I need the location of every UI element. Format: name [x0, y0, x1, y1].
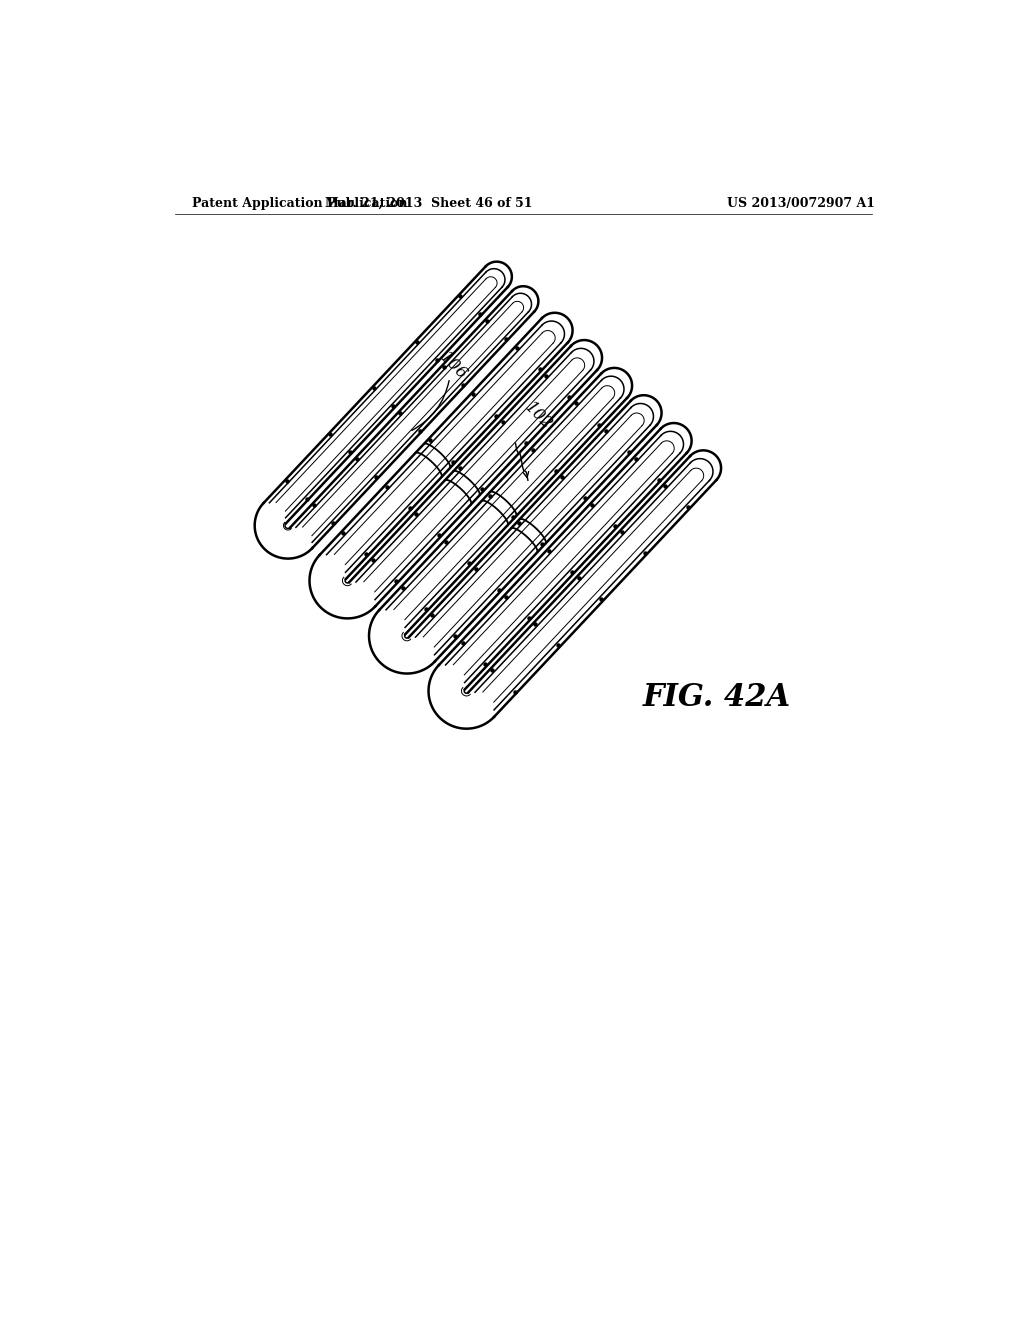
Text: 106: 106	[436, 348, 471, 384]
Text: 102: 102	[521, 399, 556, 434]
Text: Patent Application Publication: Patent Application Publication	[191, 197, 408, 210]
Text: FIG. 42A: FIG. 42A	[643, 682, 792, 713]
Text: US 2013/0072907 A1: US 2013/0072907 A1	[727, 197, 874, 210]
Text: Mar. 21, 2013  Sheet 46 of 51: Mar. 21, 2013 Sheet 46 of 51	[325, 197, 532, 210]
